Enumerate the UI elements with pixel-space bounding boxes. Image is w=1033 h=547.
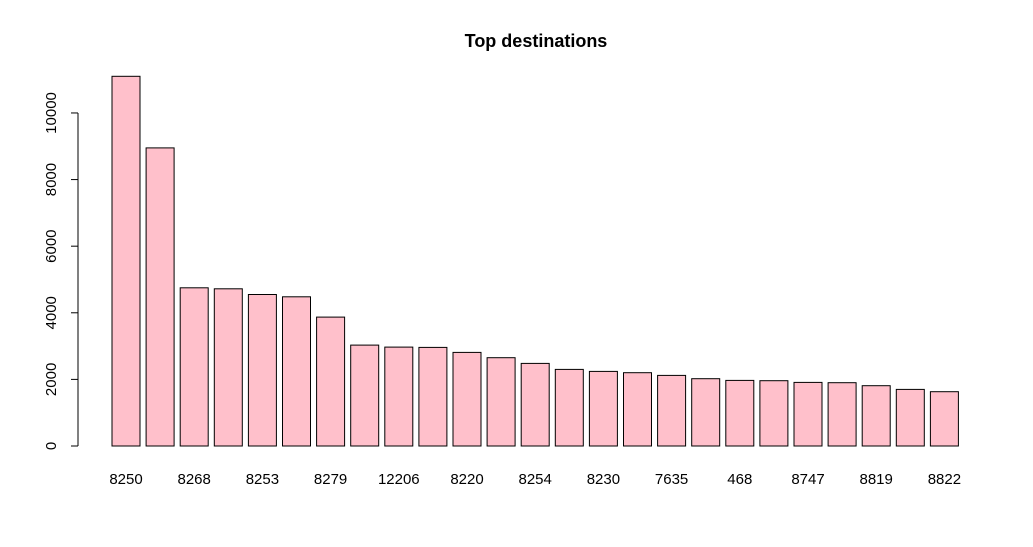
x-tick-label: 8747 [791, 471, 824, 488]
bar [350, 344, 380, 447]
bar [418, 346, 448, 447]
bar [247, 294, 277, 447]
bar [111, 75, 141, 447]
x-tick-label: 8250 [109, 471, 142, 488]
y-tick-label: 2000 [43, 363, 60, 396]
bar [827, 382, 857, 447]
bar [520, 362, 550, 447]
x-tick-label: 8279 [314, 471, 347, 488]
bar [145, 147, 175, 447]
x-tick-label: 8230 [587, 471, 620, 488]
y-tick-label: 4000 [43, 296, 60, 329]
x-tick-label: 8254 [519, 471, 552, 488]
bar [793, 381, 823, 447]
y-tick-label: 6000 [43, 229, 60, 262]
x-tick-label: 12206 [378, 471, 420, 488]
bar [554, 368, 584, 447]
x-tick-label: 468 [727, 471, 752, 488]
y-tick-label: 10000 [43, 92, 60, 134]
x-tick-label: 8822 [928, 471, 961, 488]
bar [725, 379, 755, 447]
bar [588, 370, 618, 447]
x-tick-label: 7635 [655, 471, 688, 488]
y-axis: 0 2000 4000 6000 8000 10000 [43, 92, 79, 450]
bar [929, 391, 959, 447]
x-tick-label: 8819 [860, 471, 893, 488]
bar [486, 357, 516, 447]
y-tick-label: 8000 [43, 163, 60, 196]
x-axis-labels: 8250 8268 8253 8279 12206 8220 8254 8230 7635 468… [109, 471, 961, 488]
bars [111, 75, 959, 447]
x-tick-label: 8220 [450, 471, 483, 488]
bar [759, 380, 789, 447]
bar [452, 351, 482, 447]
bar [179, 287, 209, 447]
bar [282, 296, 311, 447]
bar [316, 316, 346, 447]
x-tick-label: 8268 [178, 471, 211, 488]
bar [384, 346, 414, 447]
x-tick-label: 8253 [246, 471, 279, 488]
bar [861, 385, 891, 447]
bar [895, 388, 925, 447]
bar [213, 288, 243, 447]
bar [657, 374, 687, 447]
bar [623, 372, 652, 447]
y-tick-label: 0 [43, 442, 60, 450]
bar [691, 378, 721, 447]
chart-title: Top destinations [465, 31, 608, 51]
